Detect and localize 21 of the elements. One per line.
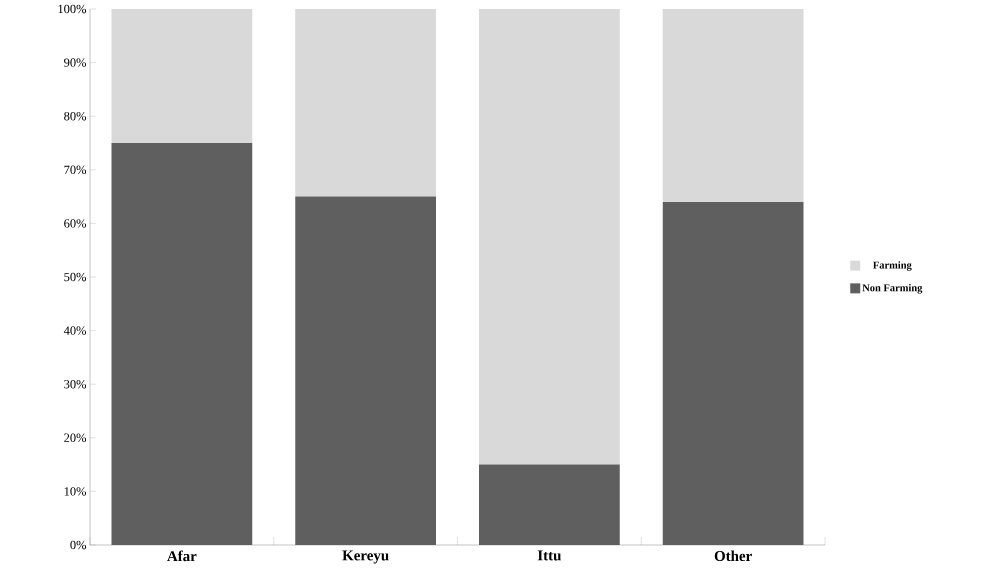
y-tick-label: 0%	[70, 540, 87, 550]
y-tick-label: 60%	[64, 219, 87, 228]
bar	[662, 8, 804, 202]
x-tick-label: Other	[714, 550, 752, 562]
y-tick-label: 80%	[64, 111, 87, 121]
legend-label: Farming	[873, 261, 912, 271]
x-tick-label: Kereyu	[342, 550, 389, 564]
y-tick-label: 90%	[64, 58, 87, 67]
x-tick-label: Ittu	[537, 550, 562, 561]
y-tick-label: 40%	[63, 326, 87, 335]
y-tick-label: 10%	[64, 487, 87, 496]
y-tick-label: 100%	[58, 4, 87, 14]
y-tick-label: 70%	[64, 165, 87, 175]
y-tick-label: 20%	[64, 433, 87, 443]
x-tick-label: Afar	[167, 550, 197, 562]
bar	[479, 8, 620, 465]
bar	[295, 8, 436, 197]
bar	[111, 8, 253, 143]
legend-label: Non Farming	[862, 284, 923, 294]
y-tick-label: 30%	[64, 379, 87, 389]
y-tick-label: 50%	[64, 272, 87, 282]
